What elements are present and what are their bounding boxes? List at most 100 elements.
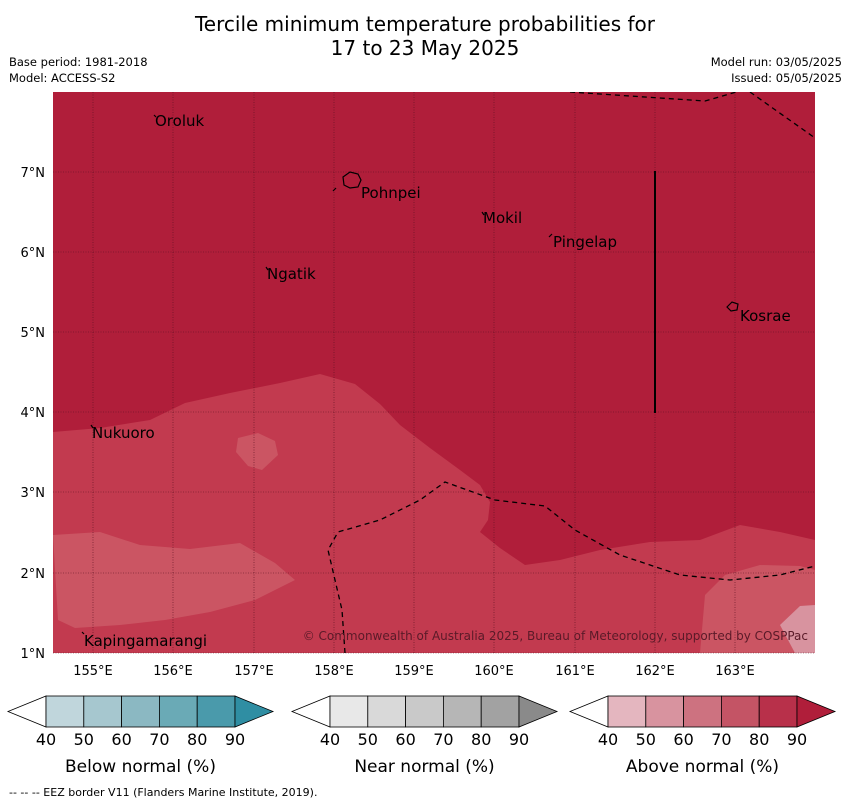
colorbar-extend-low bbox=[6, 695, 47, 728]
place-label-nukuoro: Nukuoro bbox=[92, 424, 155, 442]
colorbar-segment bbox=[405, 695, 444, 728]
colorbar-label: Near normal (%) bbox=[354, 757, 494, 777]
islet-mokil bbox=[481, 211, 485, 216]
colorbar-tick: 50 bbox=[636, 730, 656, 749]
chart-title: Tercile minimum temperature probabilitie… bbox=[0, 12, 850, 60]
islet-pingelap bbox=[548, 233, 553, 238]
base-period: Base period: 1981-2018 bbox=[9, 55, 148, 69]
lon-label: 156°E bbox=[153, 664, 193, 679]
eez-borders bbox=[327, 92, 815, 653]
colorbar-tick: 70 bbox=[149, 730, 169, 749]
place-label-kosrae: Kosrae bbox=[740, 307, 791, 325]
place-label-mokil: Mokil bbox=[483, 209, 522, 227]
islet-pohnpei-west bbox=[332, 187, 337, 192]
colorbar-segment bbox=[683, 695, 722, 728]
model-name: Model: ACCESS-S2 bbox=[9, 71, 116, 85]
colorbar-tick: 70 bbox=[433, 730, 453, 749]
colorbar-tick: 90 bbox=[509, 730, 529, 749]
lat-label: 6°N bbox=[21, 246, 46, 261]
above-60-island bbox=[236, 433, 278, 470]
colorbar-segment bbox=[480, 695, 520, 728]
lon-label: 162°E bbox=[635, 664, 675, 679]
colorbar-segment bbox=[158, 695, 198, 728]
place-labels: Oroluk Pohnpei Mokil Pingelap Ngatik Kosrae Nu… bbox=[84, 112, 791, 650]
place-label-kapingamarangi: Kapingamarangi bbox=[84, 632, 207, 650]
colorbar-segment bbox=[45, 695, 85, 728]
colorbar-segment bbox=[645, 695, 684, 728]
lat-label: 2°N bbox=[21, 567, 46, 582]
colorbar-extend-low bbox=[568, 695, 609, 728]
meta-left: Base period: 1981-2018 Model: ACCESS-S2 bbox=[9, 54, 148, 86]
colorbar-segment bbox=[196, 695, 236, 728]
lon-label: 160°E bbox=[474, 664, 514, 679]
colorbar-label: Below normal (%) bbox=[65, 757, 216, 777]
colorbar-0: 40 50 60 70 80 90 Below normal (%) bbox=[6, 695, 275, 777]
colorbar-tick: 60 bbox=[111, 730, 131, 749]
place-label-ngatik: Ngatik bbox=[267, 265, 316, 283]
map-fill bbox=[53, 92, 815, 653]
colorbar-segment bbox=[83, 695, 123, 728]
colorbar-2: 40 50 60 70 80 90 Above normal (%) bbox=[568, 695, 837, 777]
colorbar-tick: 70 bbox=[711, 730, 731, 749]
colorbar-tick: 90 bbox=[225, 730, 245, 749]
above-50-patch bbox=[780, 605, 815, 653]
place-label-pingelap: Pingelap bbox=[553, 233, 617, 251]
colorbar-segment bbox=[607, 695, 647, 728]
colorbar-segment bbox=[758, 695, 798, 728]
colorbar-tick: 90 bbox=[787, 730, 807, 749]
colorbar-extend-low bbox=[290, 695, 331, 728]
lat-label: 3°N bbox=[21, 486, 46, 501]
island-outlines bbox=[81, 114, 739, 635]
copyright-text: © Commonwealth of Australia 2025, Bureau… bbox=[303, 629, 808, 643]
lat-label: 4°N bbox=[21, 406, 46, 421]
grid-lines bbox=[53, 92, 815, 654]
lon-label: 155°E bbox=[73, 664, 113, 679]
lat-label: 1°N bbox=[21, 647, 46, 662]
lat-label: 5°N bbox=[21, 326, 46, 341]
colorbar-tick: 40 bbox=[36, 730, 56, 749]
islet-kapinga bbox=[81, 631, 85, 635]
colorbar-tick: 60 bbox=[673, 730, 693, 749]
lon-label: 159°E bbox=[394, 664, 434, 679]
colorbar-segment bbox=[121, 695, 160, 728]
colorbar-tick: 80 bbox=[749, 730, 769, 749]
lon-label: 161°E bbox=[555, 664, 595, 679]
eez-border-south bbox=[327, 481, 815, 653]
colorbar-extend-high bbox=[796, 695, 837, 728]
colorbar-tick: 40 bbox=[320, 730, 340, 749]
colorbars: 40 50 60 70 80 90 Below normal (%) 40 50 60 70 80 90… bbox=[6, 695, 837, 777]
eez-footnote: -- -- -- EEZ border V11 (Flanders Marine… bbox=[9, 786, 318, 799]
islet-ngatik bbox=[265, 266, 269, 271]
colorbar-tick: 80 bbox=[471, 730, 491, 749]
islet-oroluk bbox=[153, 114, 157, 118]
title-line-2: 17 to 23 May 2025 bbox=[330, 36, 520, 60]
lat-label: 7°N bbox=[21, 166, 46, 181]
colorbar-segment bbox=[721, 695, 760, 728]
place-label-oroluk: Oroluk bbox=[155, 112, 204, 130]
islet-nukuoro bbox=[90, 424, 94, 429]
latitude-labels: 7°N 6°N 5°N 4°N 3°N 2°N 1°N bbox=[21, 166, 46, 662]
colorbar-segment bbox=[367, 695, 406, 728]
longitude-labels: 155°E 156°E 157°E 158°E 159°E 160°E 161°E 162°E… bbox=[73, 664, 755, 679]
lon-label: 157°E bbox=[234, 664, 274, 679]
title-line-1: Tercile minimum temperature probabilitie… bbox=[194, 12, 656, 36]
place-label-pohnpei: Pohnpei bbox=[361, 184, 421, 202]
colorbar-extend-high bbox=[234, 695, 275, 728]
colorbar-segment bbox=[329, 695, 369, 728]
pohnpei-island bbox=[342, 171, 362, 189]
colorbar-segment bbox=[442, 695, 482, 728]
kosrae-island bbox=[726, 301, 739, 312]
lon-label: 158°E bbox=[314, 664, 354, 679]
meta-right: Model run: 03/05/2025 Issued: 05/05/2025 bbox=[711, 54, 842, 86]
eez-border-north bbox=[569, 92, 739, 102]
colorbar-tick: 40 bbox=[598, 730, 618, 749]
colorbar-tick: 50 bbox=[358, 730, 378, 749]
colorbar-extend-high bbox=[518, 695, 559, 728]
issued-date: Issued: 05/05/2025 bbox=[731, 71, 842, 85]
lon-label: 163°E bbox=[715, 664, 755, 679]
colorbar-tick: 80 bbox=[187, 730, 207, 749]
model-run: Model run: 03/05/2025 bbox=[710, 55, 842, 69]
colorbar-tick: 60 bbox=[395, 730, 415, 749]
eez-border-northeast bbox=[749, 92, 815, 139]
